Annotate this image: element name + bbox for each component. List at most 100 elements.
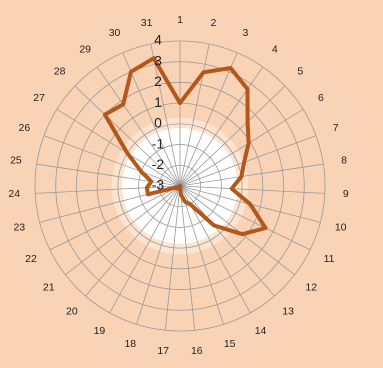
category-label: 28 bbox=[54, 65, 66, 77]
category-label: 20 bbox=[66, 306, 78, 318]
data-point bbox=[146, 187, 148, 189]
data-point bbox=[177, 186, 179, 188]
data-point bbox=[104, 114, 106, 116]
grid-spoke bbox=[179, 185, 295, 276]
data-point bbox=[179, 185, 181, 187]
grid-spoke bbox=[43, 135, 181, 187]
grid-spoke bbox=[179, 185, 325, 194]
radial-tick-label: -3 bbox=[152, 177, 165, 193]
grid-spoke bbox=[74, 85, 181, 187]
radial-tick-label: 0 bbox=[154, 115, 162, 131]
grid-spoke bbox=[179, 163, 324, 187]
category-label: 24 bbox=[8, 188, 20, 200]
data-point bbox=[246, 88, 249, 90]
grid-spoke bbox=[179, 135, 317, 187]
data-point bbox=[240, 175, 243, 178]
grid-spoke bbox=[36, 163, 181, 187]
data-point bbox=[202, 71, 204, 73]
category-label: 8 bbox=[341, 155, 347, 167]
radial-tick-label: 1 bbox=[154, 94, 162, 110]
category-label: 14 bbox=[255, 325, 267, 337]
grid-spoke bbox=[179, 108, 304, 187]
data-point bbox=[176, 187, 178, 190]
category-label: 23 bbox=[13, 221, 25, 233]
data-point bbox=[213, 224, 215, 226]
grid-spoke bbox=[65, 185, 181, 276]
category-label: 13 bbox=[282, 306, 294, 318]
data-point bbox=[241, 233, 243, 235]
category-label: 2 bbox=[210, 17, 216, 29]
category-label: 4 bbox=[272, 44, 278, 56]
grid-spoke bbox=[179, 52, 238, 187]
data-point bbox=[147, 193, 149, 195]
category-label: 12 bbox=[305, 281, 317, 293]
data-point bbox=[249, 203, 251, 205]
data-point bbox=[264, 227, 267, 229]
data-point bbox=[189, 203, 191, 205]
category-label: 7 bbox=[333, 122, 339, 134]
data-point bbox=[184, 201, 186, 203]
data-point bbox=[180, 193, 182, 195]
grid-spoke bbox=[179, 185, 224, 325]
data-point bbox=[126, 152, 128, 154]
category-label: 1 bbox=[177, 14, 183, 26]
grid-spoke bbox=[179, 85, 286, 187]
category-label: 9 bbox=[343, 188, 349, 200]
grid-spoke bbox=[179, 185, 275, 297]
category-label: 29 bbox=[79, 44, 91, 56]
data-point bbox=[150, 181, 152, 183]
radial-tick-labels: -3 -2 -1 0 1 2 3 4 bbox=[152, 32, 165, 193]
data-point bbox=[140, 171, 142, 173]
category-label: 21 bbox=[43, 281, 55, 293]
data-point bbox=[178, 187, 180, 189]
category-label: 11 bbox=[324, 253, 335, 265]
series-layer bbox=[102, 56, 268, 237]
grid-spoke bbox=[164, 185, 181, 331]
grid-spoke bbox=[49, 185, 181, 251]
data-point bbox=[247, 142, 250, 144]
data-point bbox=[122, 103, 124, 105]
category-label: 3 bbox=[243, 27, 249, 39]
data-point bbox=[246, 121, 249, 123]
radial-tick-label: 4 bbox=[154, 32, 162, 48]
category-label: 16 bbox=[191, 345, 203, 357]
category-label: 22 bbox=[25, 253, 37, 265]
grid-spoke bbox=[85, 185, 181, 297]
category-label: 19 bbox=[94, 325, 106, 337]
category-label: 10 bbox=[335, 221, 347, 233]
radial-tick-label: 3 bbox=[154, 52, 162, 68]
category-label: 25 bbox=[10, 155, 22, 167]
data-point bbox=[153, 57, 155, 59]
grid-spoke bbox=[179, 66, 264, 187]
category-label: 5 bbox=[297, 65, 303, 77]
grid-spoke bbox=[56, 108, 181, 187]
grid-spoke bbox=[35, 185, 181, 194]
category-label: 30 bbox=[109, 27, 121, 39]
grid-spoke bbox=[150, 43, 181, 187]
radial-tick-label: -1 bbox=[152, 135, 165, 151]
category-labels: 1 234567891011121314151617181920212223242… bbox=[8, 14, 348, 357]
radial-tick-label: 2 bbox=[154, 73, 162, 89]
category-label: 26 bbox=[18, 122, 30, 134]
grid-spoke bbox=[179, 185, 311, 251]
category-label: 15 bbox=[224, 338, 236, 350]
category-label: 18 bbox=[124, 338, 136, 350]
category-label: 31 bbox=[141, 17, 153, 29]
category-label: 27 bbox=[33, 92, 45, 104]
grid-spoke bbox=[96, 66, 181, 187]
data-point bbox=[179, 102, 181, 104]
data-point bbox=[230, 67, 232, 69]
data-point bbox=[130, 71, 132, 73]
grid-spoke bbox=[179, 185, 196, 331]
radial-tick-label: -2 bbox=[152, 156, 165, 172]
category-label: 6 bbox=[318, 92, 324, 104]
data-point bbox=[243, 161, 245, 163]
grid-spoke bbox=[136, 185, 181, 325]
grid-spoke bbox=[179, 43, 210, 187]
grid-spoke bbox=[109, 185, 181, 313]
data-point bbox=[231, 188, 233, 190]
category-label: 17 bbox=[157, 345, 169, 357]
grid-spoke bbox=[122, 52, 181, 187]
